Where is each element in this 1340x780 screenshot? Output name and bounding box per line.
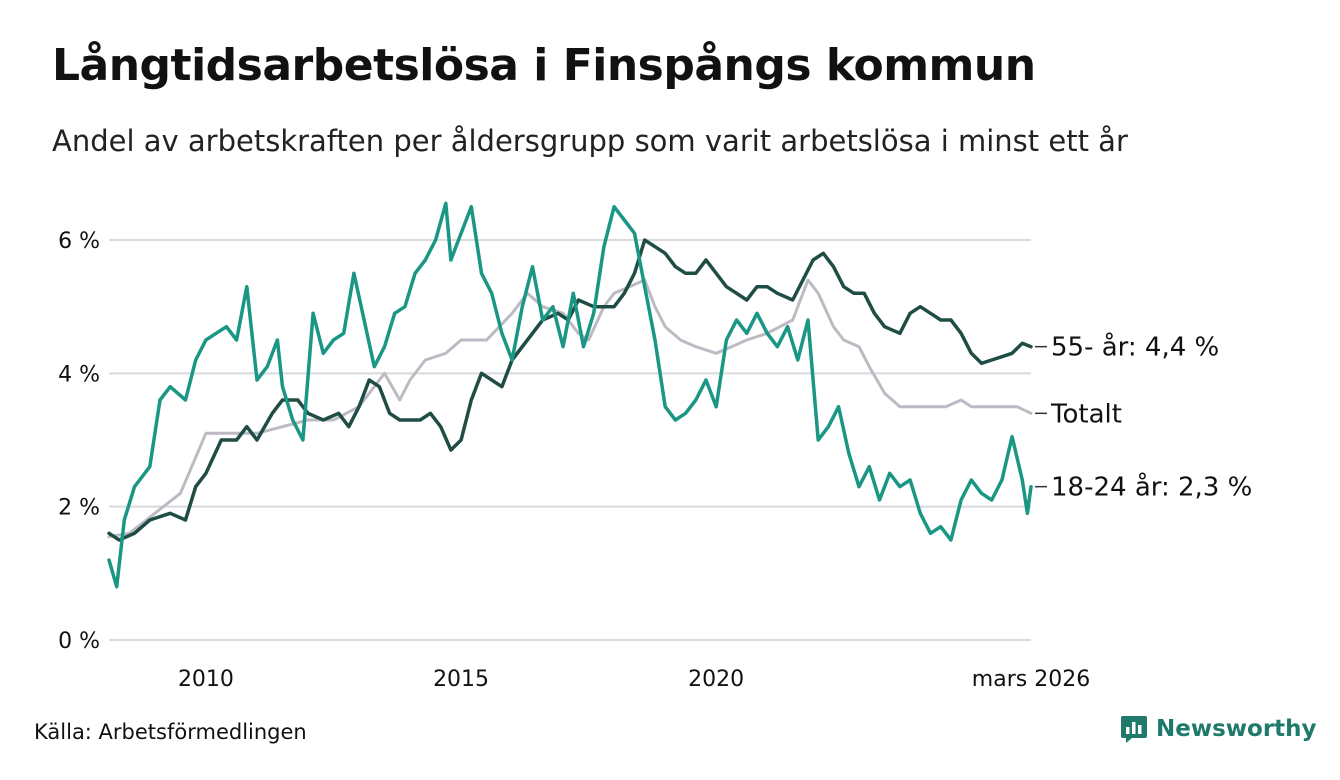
newsworthy-logo-icon (1121, 716, 1147, 743)
series-line-youth (107, 201, 1033, 589)
series-line-older (107, 238, 1033, 542)
end-label-total: Totalt (1050, 399, 1122, 429)
chart-title: Långtidsarbetslösa i Finspångs kommun (52, 40, 1036, 91)
brand-name: Newsworthy (1156, 716, 1317, 742)
chart-subtitle: Andel av arbetskraften per åldersgrupp s… (52, 124, 1128, 158)
y-tick-label: 0 % (58, 629, 100, 654)
y-tick-label: 4 % (58, 362, 100, 387)
x-tick-label: 2010 (178, 667, 234, 692)
source-note: Källa: Arbetsförmedlingen (34, 720, 307, 744)
end-label-older: 55- år: 4,4 % (1051, 332, 1219, 363)
x-tick-label: 2020 (688, 667, 744, 692)
y-axis-ticks: 0 % 2 % 4 % 6 % (58, 229, 100, 654)
y-tick-label: 2 % (58, 496, 100, 521)
x-axis-ticks: 2010 2015 2020 mars 2026 (178, 667, 1090, 692)
end-label-youth: 18-24 år: 2,3 % (1051, 472, 1252, 503)
series-lines (107, 201, 1033, 589)
x-tick-label: 2015 (433, 667, 489, 692)
end-labels: Totalt 55- år: 4,4 % 18-24 år: 2,3 % (1035, 332, 1252, 503)
x-tick-label: mars 2026 (972, 667, 1090, 692)
y-tick-label: 6 % (58, 229, 100, 254)
brand-logo: Newsworthy (1120, 714, 1317, 744)
gridlines (109, 239, 1031, 641)
series-line-total (107, 278, 1033, 539)
